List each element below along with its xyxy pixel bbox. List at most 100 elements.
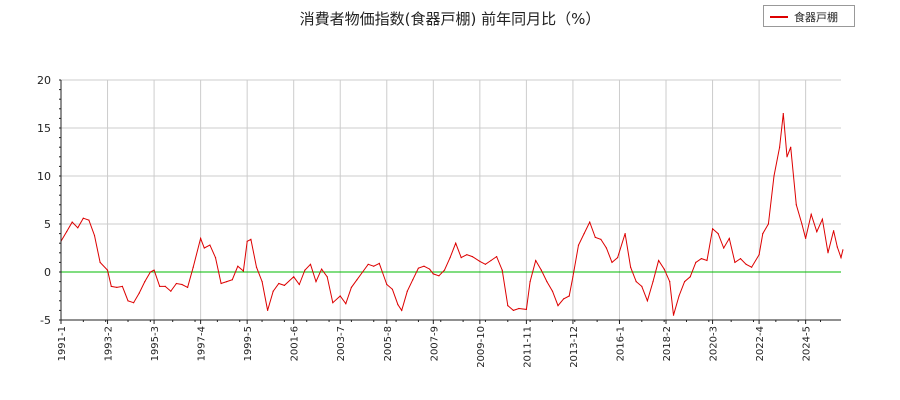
data-point [298, 283, 300, 286]
x-tick-label: 2005-8 [383, 326, 394, 361]
data-point [617, 257, 619, 259]
data-point [429, 268, 431, 270]
data-point [110, 285, 112, 287]
data-point [594, 236, 596, 238]
data-point [175, 282, 177, 285]
data-point [438, 275, 440, 277]
x-tick-label: 2011-11 [522, 326, 533, 368]
data-point [630, 266, 632, 268]
data-point [339, 295, 341, 297]
data-point [417, 267, 419, 269]
data-point [82, 217, 84, 219]
data-point [810, 213, 812, 215]
data-point [762, 233, 764, 235]
data-point [479, 260, 481, 262]
data-point [272, 290, 274, 292]
data-point [577, 244, 580, 246]
data-point [641, 285, 643, 287]
data-point [836, 246, 838, 248]
data-point [583, 233, 585, 235]
data-point [758, 254, 760, 256]
x-tick-label: 1991-1 [57, 326, 68, 361]
data-point [345, 303, 347, 305]
data-point [790, 146, 792, 148]
data-point [635, 281, 637, 283]
data-point [842, 249, 844, 251]
x-tick-label: 1993-2 [104, 326, 115, 361]
data-point [652, 281, 654, 283]
x-tick-label: 2013-12 [569, 326, 580, 368]
data-point [373, 265, 375, 267]
data-point [563, 298, 565, 300]
data-point [706, 259, 708, 262]
data-point [739, 258, 742, 260]
data-point [663, 268, 665, 270]
y-tick-label: -5 [40, 314, 51, 327]
data-point [782, 113, 784, 115]
data-point [77, 227, 79, 229]
x-tick-label: 2022-4 [755, 326, 766, 361]
series-layer [60, 113, 844, 316]
chart-title: 消費者物価指数(食器戸棚) 前年同月比（%） [299, 10, 601, 28]
data-point [672, 314, 675, 316]
data-point [745, 263, 747, 265]
data-point [669, 281, 671, 283]
x-tick-label: 1999-5 [243, 326, 254, 361]
legend-label: 食器戸棚 [794, 11, 838, 24]
data-point [187, 286, 189, 288]
data-point [71, 221, 73, 223]
data-point [695, 261, 697, 263]
data-point [501, 269, 503, 271]
data-point [153, 269, 155, 271]
data-point [821, 218, 824, 220]
data-point [412, 279, 414, 281]
data-point [728, 237, 730, 239]
data-point [678, 295, 680, 297]
data-point [589, 221, 591, 223]
data-point [795, 204, 797, 206]
data-point [840, 257, 842, 259]
x-tick-label: 2009-10 [476, 326, 487, 368]
data-point [203, 247, 205, 249]
data-point [378, 262, 380, 264]
data-point [356, 279, 358, 281]
data-point [367, 263, 369, 265]
x-tick-label: 2003-7 [336, 326, 347, 361]
data-point [278, 282, 280, 285]
data-point [293, 276, 295, 278]
data-point [237, 265, 239, 267]
data-point [231, 279, 233, 281]
x-tick-label: 2016-1 [615, 326, 626, 361]
data-point [734, 261, 736, 263]
data-point [525, 308, 528, 310]
data-point [572, 276, 574, 278]
data-point [773, 175, 775, 177]
data-point [496, 256, 498, 258]
data-point [833, 230, 835, 232]
x-tick-label: 2007-9 [429, 326, 440, 361]
data-point [600, 238, 602, 240]
data-point [801, 223, 803, 225]
data-point [386, 283, 388, 286]
data-point [267, 309, 269, 311]
data-point [144, 281, 146, 283]
data-point [304, 269, 306, 271]
data-point [200, 237, 202, 239]
data-point [546, 281, 548, 283]
y-tick-label: 20 [37, 74, 51, 87]
series-line [60, 113, 844, 316]
data-point [170, 290, 172, 292]
data-point [250, 238, 252, 240]
y-tick-label: 15 [37, 122, 51, 135]
data-point [332, 302, 334, 304]
data-point [181, 283, 183, 286]
data-point [684, 281, 686, 283]
data-point [133, 302, 135, 304]
data-point [605, 247, 608, 249]
data-point [568, 295, 570, 297]
data-point [397, 304, 399, 306]
data-point [805, 237, 807, 239]
data-point [121, 285, 123, 287]
data-point [88, 219, 90, 221]
data-point [391, 288, 393, 290]
